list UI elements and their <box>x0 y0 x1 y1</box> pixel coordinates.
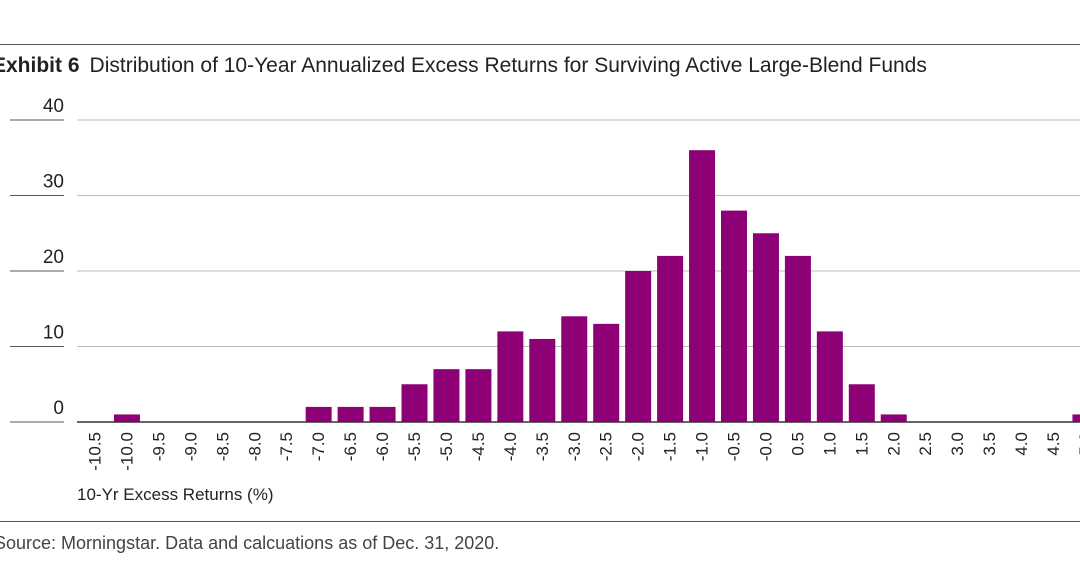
y-tick-label: 0 <box>53 398 64 419</box>
x-tick-label: 4.5 <box>1044 432 1063 456</box>
bar <box>465 369 492 422</box>
bar <box>369 406 396 422</box>
y-tick-label: 10 <box>43 323 64 344</box>
bar <box>561 316 588 422</box>
x-tick-label: -9.5 <box>149 432 168 461</box>
bar <box>816 331 843 422</box>
x-tick-label: 5.0 <box>1076 432 1080 456</box>
y-tick-label: 20 <box>43 247 64 268</box>
y-tick-label: 40 <box>43 96 64 117</box>
histogram-chart: 0 10 20 30 40 -10.5 -10.0 -9.5 -9.0 -8.5 -8.0 -7.5… <box>10 96 1080 504</box>
x-tick-label: -2.5 <box>597 432 616 461</box>
x-tick-label: -6.0 <box>373 432 392 461</box>
bar <box>657 255 684 422</box>
x-tick-label: -1.5 <box>661 432 680 461</box>
top-rule <box>0 44 1080 45</box>
bar <box>337 406 364 422</box>
x-tick-label: -5.5 <box>405 432 424 461</box>
chart-title: Distribution of 10-Year Annualized Exces… <box>89 54 927 77</box>
x-tick-label: 2.0 <box>884 432 903 456</box>
bar <box>593 323 620 422</box>
x-tick-label: -4.5 <box>469 432 488 461</box>
x-tick-label: 0.5 <box>788 432 807 456</box>
exhibit-title: Exhibit 6 Distribution of 10-Year Annuali… <box>0 54 927 78</box>
x-tick-label: -5.0 <box>437 432 456 461</box>
x-tick-label: -7.0 <box>309 432 328 461</box>
bar <box>784 255 811 422</box>
x-tick-label: 1.0 <box>820 432 839 456</box>
bottom-rule <box>0 521 1080 522</box>
x-tick-label: 2.5 <box>916 432 935 456</box>
x-tick-label: 4.0 <box>1012 432 1031 456</box>
gridlines <box>77 119 1080 347</box>
x-tick-label: -9.0 <box>181 432 200 461</box>
x-tick-label: 3.5 <box>980 432 999 456</box>
exhibit-label: Exhibit 6 <box>0 54 80 77</box>
bar <box>113 414 140 422</box>
x-tick-label: -8.0 <box>245 432 264 461</box>
x-tick-label: -1.0 <box>693 432 712 461</box>
bar <box>401 384 428 422</box>
y-axis-ticks: 0 10 20 30 40 <box>10 96 64 423</box>
source-note: Source: Morningstar. Data and calcuation… <box>0 533 500 553</box>
x-tick-label: -0.0 <box>756 432 775 461</box>
x-tick-label: -3.0 <box>565 432 584 461</box>
bar <box>752 233 779 422</box>
bar <box>848 384 875 422</box>
bar <box>433 369 460 422</box>
x-tick-label: -10.0 <box>117 432 136 471</box>
x-tick-label: -10.5 <box>86 432 105 471</box>
x-tick-label: -4.0 <box>501 432 520 461</box>
y-tick-label: 30 <box>43 172 64 193</box>
x-tick-label: -7.5 <box>277 432 296 461</box>
x-tick-label: 3.0 <box>948 432 967 456</box>
bar <box>1072 414 1080 422</box>
x-tick-label: -2.0 <box>629 432 648 461</box>
x-axis-ticks: -10.5 -10.0 -9.5 -9.0 -8.5 -8.0 -7.5 -7.0 -6.5 -6… <box>86 432 1080 471</box>
bar <box>721 210 747 422</box>
bar <box>880 414 907 422</box>
x-tick-label: -3.5 <box>533 432 552 461</box>
x-axis-label: 10-Yr Excess Returns (%) <box>77 485 274 504</box>
x-tick-label: -0.5 <box>725 432 744 461</box>
bar <box>497 331 524 422</box>
x-tick-label: -8.5 <box>213 432 232 461</box>
bar <box>625 271 652 422</box>
bars <box>113 150 1080 422</box>
bar <box>529 338 556 422</box>
bar <box>305 406 332 422</box>
x-tick-label: 1.5 <box>852 432 871 456</box>
x-tick-label: -6.5 <box>341 432 360 461</box>
bar <box>689 150 716 422</box>
